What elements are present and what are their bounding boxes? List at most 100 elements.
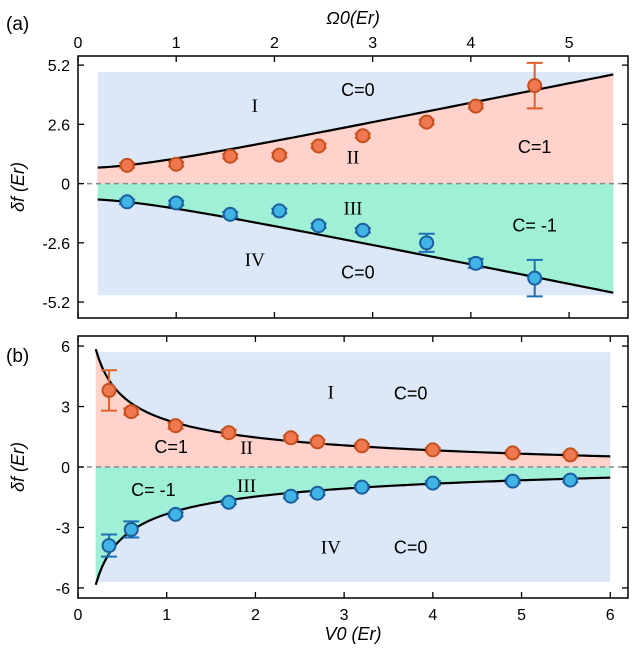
data-point [309, 434, 326, 450]
point-marker-lower [168, 195, 184, 211]
panel-a-region-ii: II [347, 147, 360, 168]
panel-a-chern-iii: C= -1 [512, 216, 557, 236]
y-tick-label: 5.2 [48, 58, 70, 75]
y-tick-label: 3 [61, 400, 70, 417]
panel-b-label: (b) [6, 346, 29, 367]
y-tick-label: -5.2 [42, 295, 70, 312]
data-point [424, 475, 441, 491]
panel-b-fit-curve-lower [94, 476, 611, 586]
panel-b: 630-3-60 1 2 3 4 5 6 (b) V0 (Er) δf (Er) I II … [6, 335, 629, 644]
panel-a-region-iv: IV [245, 250, 265, 271]
y-tick-label: 2.6 [48, 117, 70, 134]
x-tick-label: 4 [466, 35, 475, 52]
panel-b-region-ii: II [240, 438, 253, 459]
data-point [504, 473, 521, 489]
panel-a-ticks: 5.2 2.6 0 -2.6 -5.2 0 1 2 3 4 5 [42, 35, 628, 318]
panel-b-region-i: I [328, 382, 334, 403]
point-marker-upper [221, 425, 237, 441]
data-point [562, 447, 579, 463]
point-marker-upper [355, 128, 371, 144]
point-marker-lower [101, 538, 117, 554]
panel-b-points [101, 369, 579, 558]
point-marker-lower [221, 494, 237, 510]
data-point [562, 472, 579, 488]
point-marker-upper [419, 114, 435, 130]
point-marker-upper [311, 138, 327, 154]
point-marker-lower [310, 485, 326, 501]
data-point [353, 438, 370, 454]
data-point [526, 61, 543, 110]
point-marker-lower [425, 475, 441, 491]
x-tick-label: 4 [428, 607, 437, 624]
point-marker-upper [168, 418, 184, 434]
x-tick-label: 0 [74, 35, 83, 52]
panel-a-y-axis-label: δf (Er) [8, 162, 28, 212]
point-marker-lower [119, 194, 135, 210]
panel-a-top-axis-label: Ω0(Er) [326, 8, 380, 28]
data-point [310, 138, 327, 154]
data-point [123, 404, 140, 420]
panel-b-chern-iv: C=0 [394, 538, 428, 558]
data-point [354, 222, 371, 238]
point-marker-upper [310, 434, 326, 450]
panel-b-x-axis-label: V0 (Er) [324, 624, 381, 644]
data-point [222, 206, 239, 222]
y-tick-label: -6 [56, 581, 70, 598]
point-marker-lower [468, 255, 484, 271]
panel-a-frame [77, 55, 629, 319]
data-point [526, 258, 543, 298]
x-tick-label: 2 [270, 35, 279, 52]
panel-b-chern-i: C=0 [394, 383, 428, 403]
y-tick-label: -2.6 [42, 236, 70, 253]
point-marker-lower [527, 270, 543, 286]
data-point [282, 488, 299, 504]
data-point [424, 442, 441, 458]
point-marker-lower [355, 222, 371, 238]
x-tick-label: 3 [340, 607, 349, 624]
point-marker-lower [354, 479, 370, 495]
point-marker-lower [311, 218, 327, 234]
point-marker-upper [527, 78, 543, 94]
x-tick-label: 3 [368, 35, 377, 52]
data-point [354, 128, 371, 144]
point-marker-upper [354, 438, 370, 454]
panel-a-label: (a) [6, 14, 29, 35]
point-marker-lower [505, 473, 521, 489]
point-marker-lower [562, 472, 578, 488]
data-point [101, 533, 118, 558]
point-marker-lower [419, 235, 435, 251]
point-marker-upper [283, 430, 299, 446]
point-marker-upper [119, 157, 135, 173]
data-point [220, 425, 237, 441]
point-marker-upper [505, 445, 521, 461]
data-point [101, 369, 118, 412]
data-point [504, 445, 521, 461]
panel-a-region-labels: I II III IV C=0 C=1 C= -1 C=0 [245, 80, 557, 282]
panel-b-ticks: 630-3-60 1 2 3 4 5 6 [56, 336, 628, 624]
panel-b-region-iv: IV [321, 538, 341, 559]
data-point [310, 218, 327, 234]
data-point [271, 203, 288, 219]
point-marker-lower [123, 521, 139, 537]
panel-a: 5.2 2.6 0 -2.6 -5.2 0 1 2 3 4 5 (a) Ω0(Er) δf (Er)… [6, 8, 629, 319]
panel-b-y-axis-label: δf (Er) [8, 442, 28, 492]
panel-a-region-iii: III [344, 199, 363, 220]
data-point [167, 418, 184, 434]
point-marker-lower [271, 203, 287, 219]
data-point [119, 194, 136, 210]
y-tick-label: 6 [61, 339, 70, 356]
data-point [418, 232, 435, 253]
y-tick-label: 0 [61, 177, 70, 194]
panel-a-chern-ii: C=1 [518, 137, 552, 157]
data-point [220, 494, 237, 510]
point-marker-upper [222, 148, 238, 164]
data-point [467, 255, 484, 271]
panel-b-chern-ii: C=1 [154, 437, 188, 457]
data-point [309, 485, 326, 501]
y-tick-label: 0 [61, 460, 70, 477]
data-point [467, 98, 484, 114]
data-point [168, 156, 185, 172]
panel-a-region-i: I [252, 96, 258, 117]
point-marker-upper [425, 442, 441, 458]
